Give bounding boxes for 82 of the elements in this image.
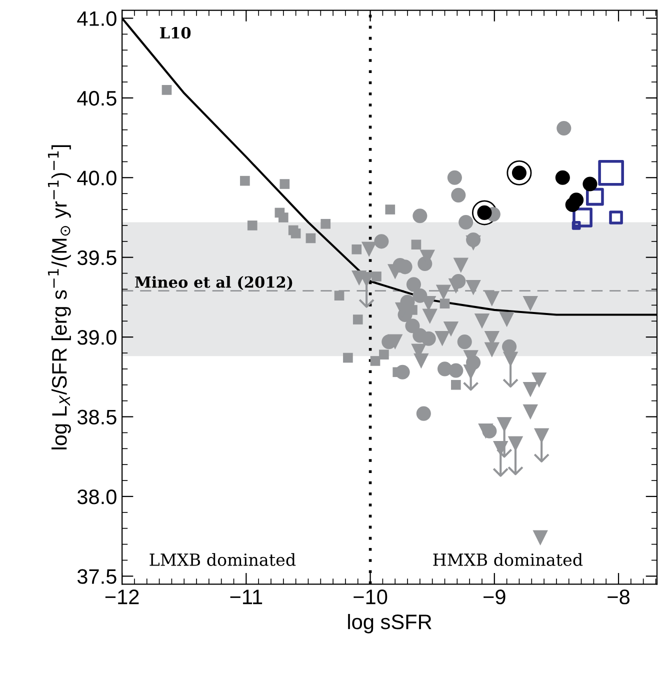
point (379, 350, 389, 360)
y-tick-label: 41.0 (77, 11, 116, 26)
point (499, 312, 514, 328)
point (463, 364, 478, 380)
point (502, 352, 518, 367)
point (372, 272, 382, 282)
x-tick-label: −12 (105, 590, 139, 604)
y-tick-label: 38.0 (77, 489, 116, 504)
point (412, 208, 428, 224)
point (451, 380, 461, 390)
point (247, 220, 258, 230)
y-tick-label: 37.5 (77, 569, 116, 584)
point (582, 176, 598, 192)
point (352, 314, 363, 324)
point (320, 218, 331, 229)
point (421, 331, 436, 346)
point (361, 242, 377, 257)
point (466, 280, 481, 296)
point (352, 244, 362, 254)
point (405, 318, 420, 334)
x-tick-label: −10 (354, 590, 388, 604)
point (306, 233, 316, 244)
point (411, 240, 422, 250)
point (334, 290, 344, 301)
point (448, 363, 464, 378)
x-axis-title: log sSFR (348, 614, 432, 634)
point (534, 428, 550, 444)
point (422, 308, 438, 324)
legend-label: L10 (160, 27, 191, 39)
point (162, 85, 172, 95)
point (278, 212, 288, 222)
point (565, 197, 580, 212)
point (443, 321, 459, 337)
y-tick-label: 40.0 (77, 170, 116, 186)
point (395, 364, 410, 380)
point (453, 258, 468, 273)
point (290, 228, 301, 238)
x-tick-label: −8 (608, 590, 630, 604)
point (506, 160, 532, 186)
point (522, 296, 538, 312)
point (434, 331, 450, 346)
y-tick-label: 39.5 (77, 250, 116, 266)
point (484, 291, 500, 306)
point (280, 179, 290, 189)
point (555, 170, 570, 185)
point (370, 356, 380, 366)
point (416, 406, 431, 421)
y-tick-label: 39.0 (77, 330, 116, 345)
point (522, 382, 538, 398)
point (414, 353, 429, 369)
point (531, 372, 547, 388)
annotation: LMXB dominated (150, 553, 296, 566)
y-tick-label: 40.5 (77, 90, 116, 106)
point (436, 284, 452, 300)
point (474, 314, 490, 329)
point (493, 441, 508, 456)
point (457, 334, 472, 350)
text: log L$_{X}$/SFR [erg s$^{−1}$/(M$_{⊙}$ yr$^{−1}$)$^{−1}$] (48, 145, 71, 450)
point (388, 334, 403, 350)
point (458, 214, 474, 230)
point (406, 277, 422, 292)
point (532, 530, 548, 546)
point (451, 188, 466, 202)
point (466, 235, 481, 251)
point (502, 339, 517, 354)
point (556, 120, 572, 136)
point (240, 176, 250, 186)
point (374, 234, 389, 249)
point (447, 170, 462, 185)
y-tick-label: 38.5 (77, 410, 116, 425)
ref-line-label: Mineo et al (2012) (135, 276, 292, 290)
point (484, 342, 500, 358)
point (478, 423, 494, 439)
x-tick-label: −11 (230, 590, 262, 604)
point (508, 436, 524, 452)
x-tick-label: −9 (484, 590, 506, 604)
point (440, 298, 450, 308)
point (496, 417, 512, 432)
annotation: HMXB dominated (433, 553, 583, 566)
point (343, 352, 353, 363)
point (522, 404, 538, 420)
point (385, 204, 396, 214)
